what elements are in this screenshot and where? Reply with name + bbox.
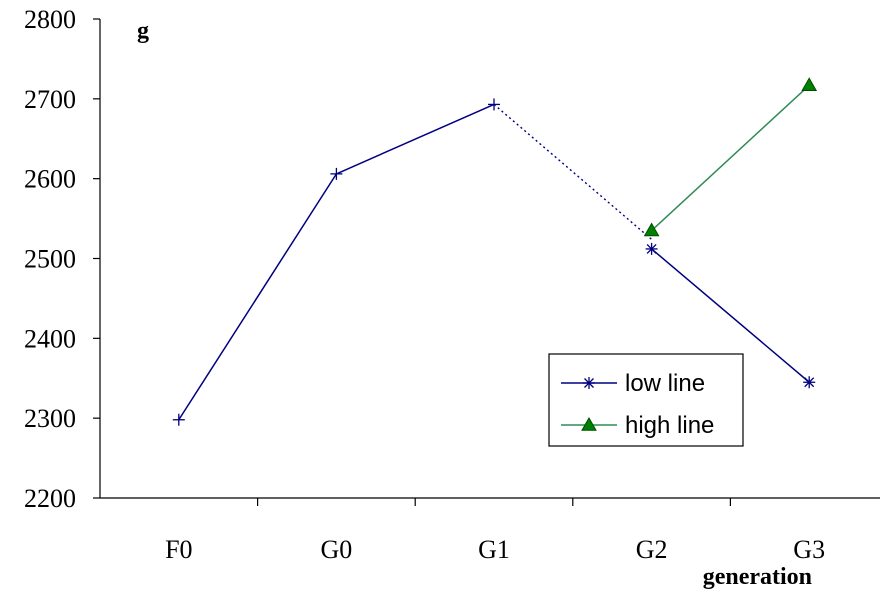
x-tick-label: G0 <box>321 535 353 564</box>
series-line-segment <box>651 248 810 383</box>
data-point-plus <box>330 167 343 180</box>
legend: low line high line <box>548 353 744 447</box>
series-layer <box>172 77 818 426</box>
x-tick-label: G3 <box>793 535 825 564</box>
legend-label-high-line: high line <box>625 412 714 439</box>
series-line-segment <box>178 173 338 421</box>
series-low-line <box>172 98 816 426</box>
y-tick-label: 2700 <box>24 85 76 114</box>
data-point-triangle <box>801 77 818 92</box>
y-axis-ticks: 2200 2300 2400 2500 2600 2700 2800 <box>24 5 100 513</box>
x-tick-label: F0 <box>165 535 192 564</box>
y-axis-label: g <box>137 18 149 44</box>
legend-entry-low-line: low line <box>561 370 705 397</box>
x-tick-label: G2 <box>636 535 668 564</box>
x-tick-label: G1 <box>478 535 510 564</box>
series-line-segment <box>651 84 810 232</box>
y-tick-label: 2200 <box>24 484 76 513</box>
data-point-asterisk <box>645 242 658 255</box>
connector-dashed-line <box>493 103 653 240</box>
series-line-segment <box>336 103 495 175</box>
legend-triangle <box>581 416 597 431</box>
data-point-plus <box>488 98 500 111</box>
y-tick-label: 2500 <box>24 245 76 274</box>
legend-asterisk <box>583 377 595 389</box>
data-point-plus <box>172 413 185 426</box>
y-tick-label: 2600 <box>24 165 76 194</box>
data-point-triangle <box>643 222 660 237</box>
y-tick-label: 2400 <box>24 324 76 353</box>
data-point-asterisk <box>803 376 816 389</box>
legend-entry-high-line: high line <box>561 412 714 439</box>
axes <box>99 19 880 499</box>
y-tick-label: 2300 <box>24 404 76 433</box>
x-axis-label: generation <box>703 564 812 590</box>
legend-marker-asterisk <box>583 377 595 389</box>
legend-label-low-line: low line <box>625 370 705 397</box>
legend-marker-triangle <box>581 416 597 431</box>
y-tick-label: 2800 <box>24 5 76 34</box>
series-high-line <box>643 77 818 237</box>
x-axis-ticks: F0 G0 G1 G2 G3 <box>165 498 825 564</box>
